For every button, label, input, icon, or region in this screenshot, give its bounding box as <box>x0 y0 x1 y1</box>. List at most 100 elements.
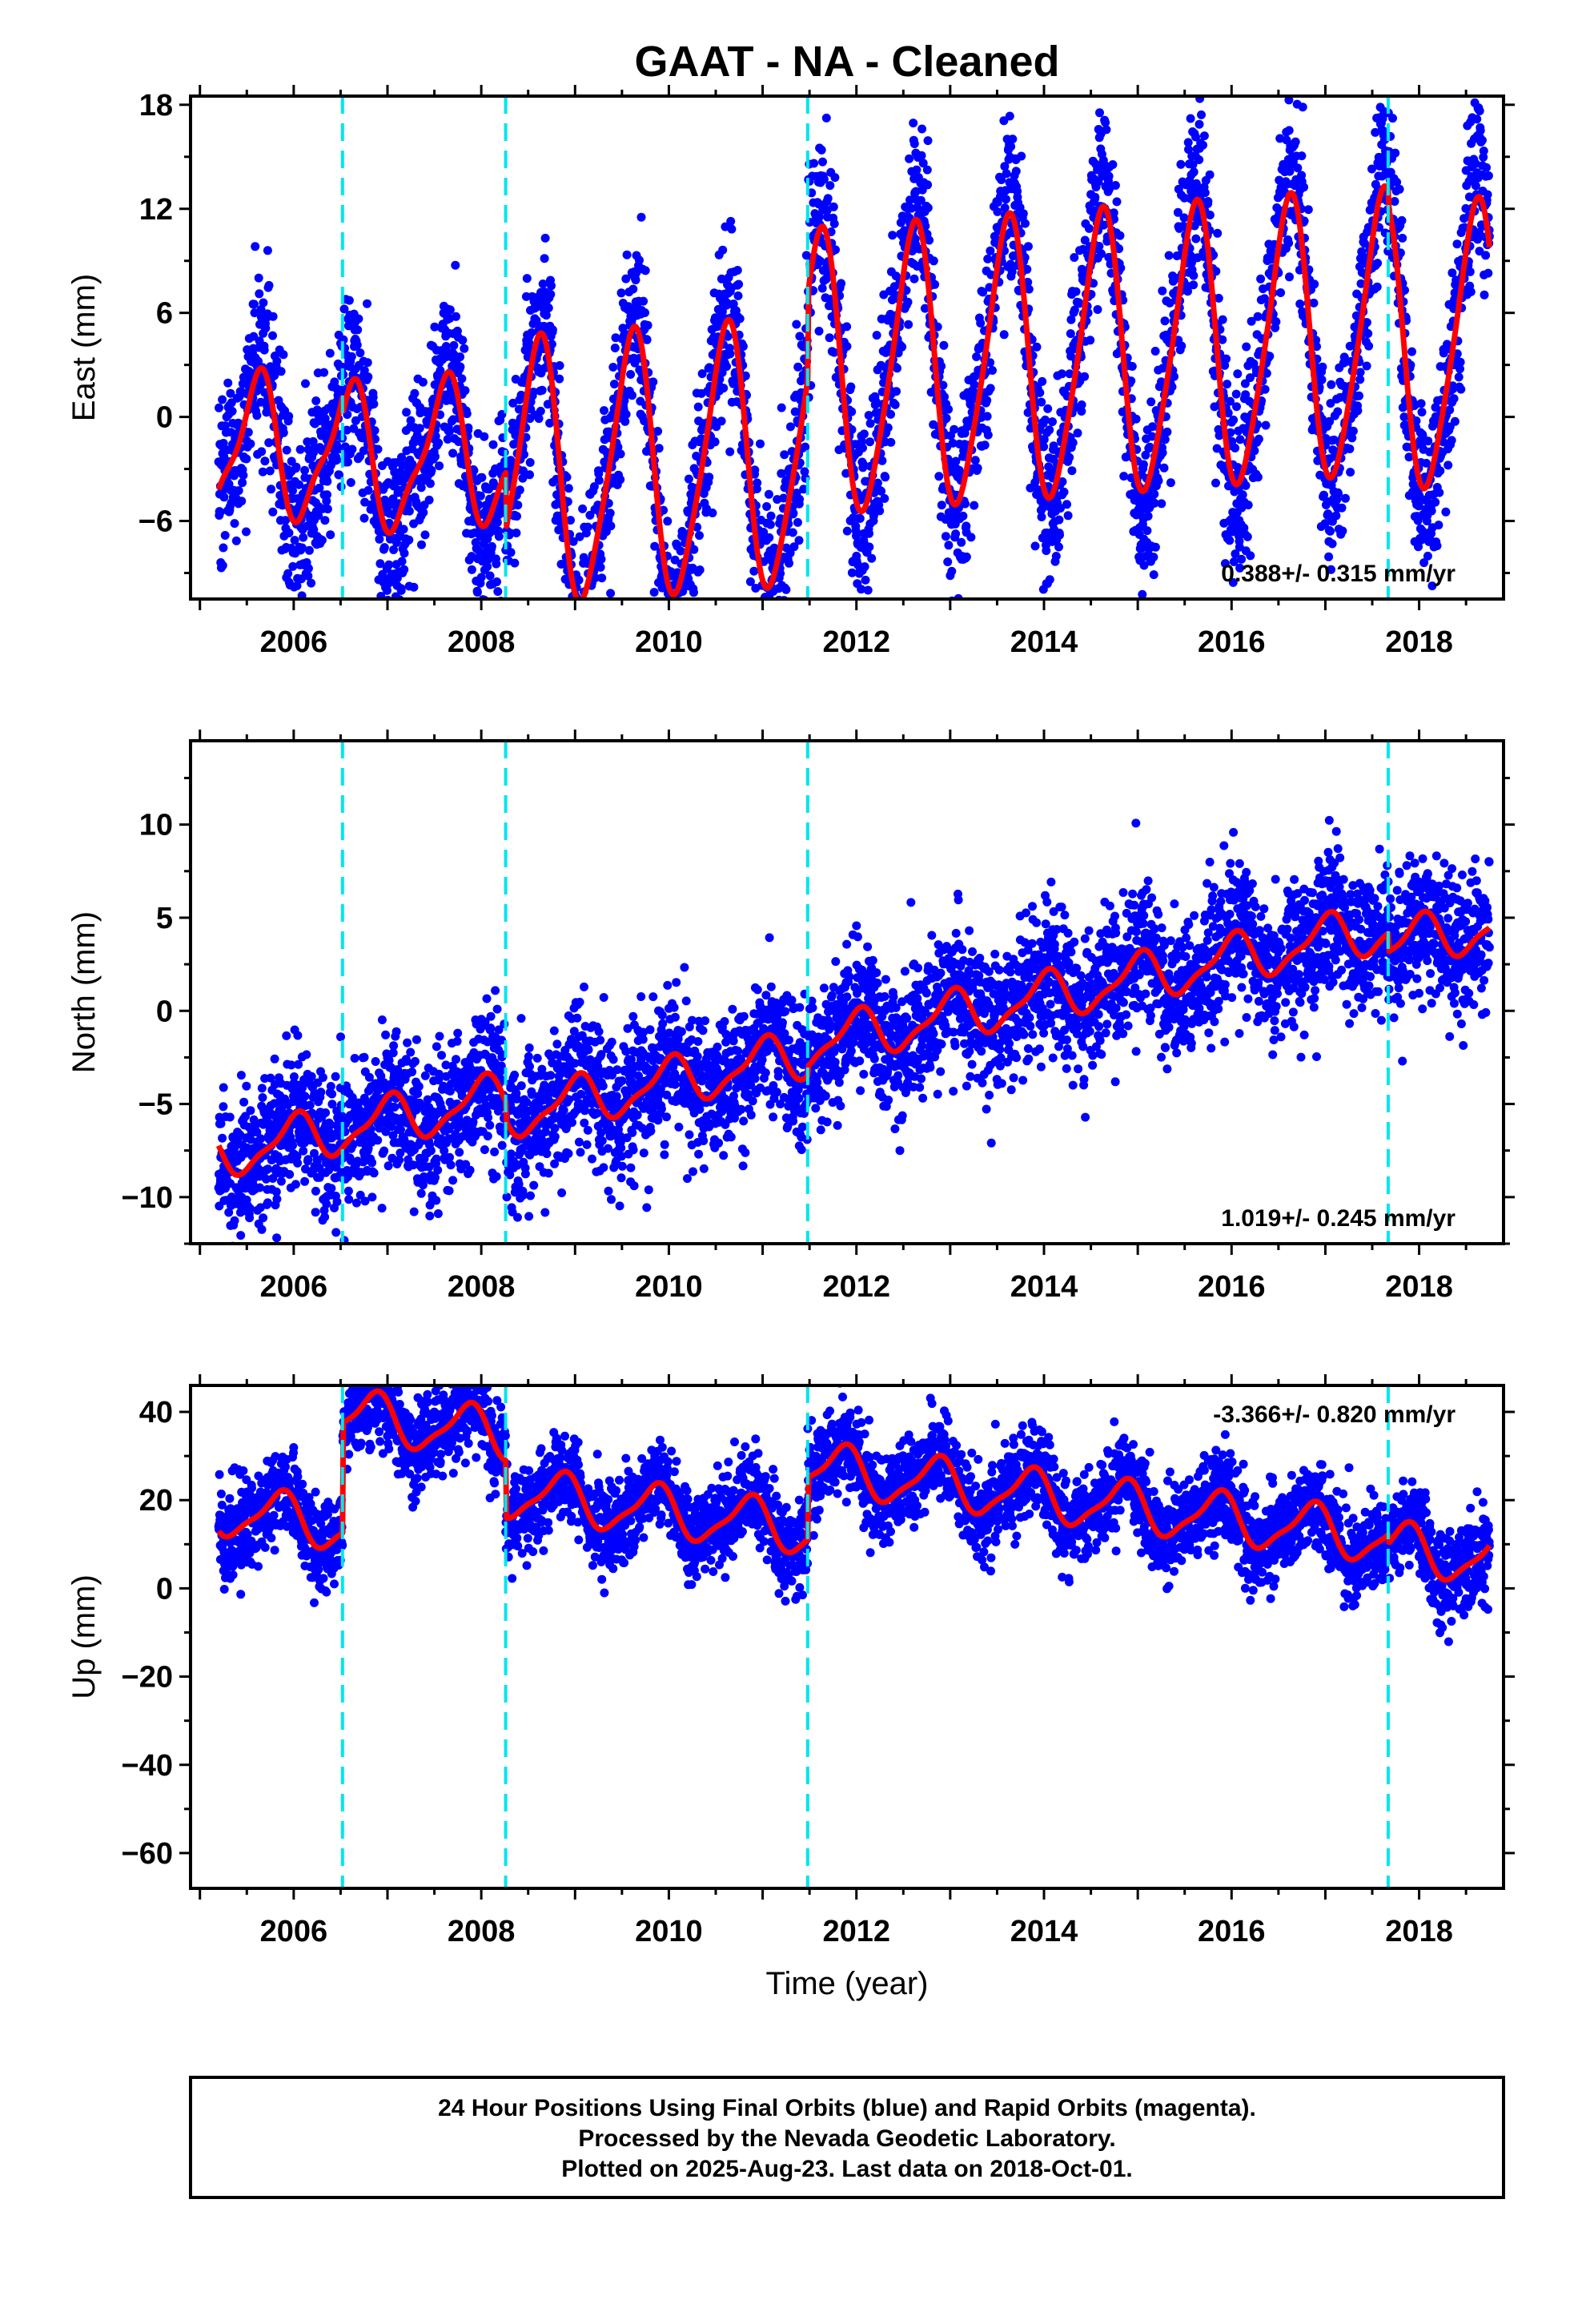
data-point <box>649 588 659 597</box>
data-point <box>905 195 914 205</box>
data-point <box>325 348 335 358</box>
data-point <box>1170 372 1178 381</box>
data-point <box>1127 362 1137 371</box>
data-point <box>536 406 545 416</box>
data-point <box>1112 197 1122 207</box>
data-point <box>920 304 930 313</box>
data-point <box>642 335 652 344</box>
data-point <box>942 413 951 423</box>
data-point <box>259 345 269 355</box>
data-point <box>750 465 760 475</box>
data-point <box>818 157 827 167</box>
data-point <box>317 536 327 545</box>
data-point <box>970 501 979 510</box>
data-point <box>1068 438 1078 448</box>
data-point <box>402 408 412 417</box>
data-point <box>1045 575 1054 585</box>
data-point <box>576 628 585 637</box>
data-point <box>1285 167 1295 176</box>
data-point <box>230 1216 239 1225</box>
data-point <box>1173 207 1182 217</box>
data-point <box>443 435 452 444</box>
data-point <box>216 1119 226 1128</box>
data-point <box>1225 536 1235 545</box>
data-point <box>1054 515 1064 525</box>
data-point <box>1041 415 1050 424</box>
data-point <box>1411 416 1421 425</box>
data-point <box>547 340 556 349</box>
data-point <box>258 467 267 476</box>
data-point <box>339 304 349 314</box>
data-point <box>1337 503 1347 513</box>
data-point <box>831 245 840 255</box>
data-point <box>795 332 805 341</box>
data-point <box>765 644 773 653</box>
data-point <box>918 159 928 168</box>
data-point <box>451 260 460 270</box>
data-point <box>571 708 580 717</box>
data-point <box>594 469 604 478</box>
data-point <box>251 242 260 251</box>
data-point <box>1476 126 1485 135</box>
data-point <box>1285 272 1294 282</box>
data-point <box>765 520 775 529</box>
data-point <box>1303 205 1313 215</box>
data-point <box>1094 242 1104 251</box>
data-point <box>618 324 628 333</box>
data-point <box>909 274 919 283</box>
data-point <box>741 371 750 380</box>
data-point <box>279 350 288 360</box>
data-point <box>837 279 846 288</box>
data-point <box>371 434 379 444</box>
data-point <box>548 325 557 335</box>
data-point <box>831 372 841 382</box>
data-point <box>1150 347 1160 356</box>
data-point <box>218 561 227 570</box>
data-point <box>1037 513 1046 521</box>
data-point <box>604 499 613 508</box>
data-point <box>1077 400 1086 409</box>
data-point <box>1070 305 1079 315</box>
data-point <box>1067 466 1077 476</box>
data-point <box>781 585 791 594</box>
data-point <box>1284 126 1294 135</box>
data-point <box>773 610 782 619</box>
data-point <box>986 358 995 368</box>
data-point <box>764 653 773 662</box>
data-point <box>239 1097 249 1107</box>
data-point <box>1042 546 1051 556</box>
data-point <box>765 609 774 618</box>
data-point <box>1271 317 1281 327</box>
data-point <box>606 589 616 598</box>
data-point <box>1035 388 1045 397</box>
data-point <box>262 1174 271 1184</box>
data-point <box>561 616 570 625</box>
data-point <box>219 543 228 553</box>
data-point <box>508 398 518 408</box>
data-point <box>1157 499 1166 509</box>
data-point <box>753 619 761 628</box>
data-point <box>980 440 990 450</box>
data-point <box>825 181 835 191</box>
data-point <box>1189 167 1199 177</box>
data-point <box>718 245 728 255</box>
data-point <box>777 403 786 412</box>
data-point <box>332 455 342 464</box>
data-point <box>492 517 502 527</box>
data-point <box>1043 404 1053 413</box>
data-point <box>616 288 626 298</box>
data-point <box>877 486 886 496</box>
data-point <box>1054 542 1063 552</box>
data-point <box>237 497 247 506</box>
data-point <box>219 1083 228 1092</box>
data-point <box>1188 160 1198 169</box>
data-point <box>441 342 451 351</box>
data-point <box>399 525 408 534</box>
data-point <box>897 342 907 352</box>
data-point <box>304 545 314 555</box>
data-point <box>1355 368 1365 377</box>
data-point <box>1190 221 1199 231</box>
data-point <box>1472 115 1482 124</box>
data-point <box>842 322 852 332</box>
data-point <box>819 175 829 184</box>
